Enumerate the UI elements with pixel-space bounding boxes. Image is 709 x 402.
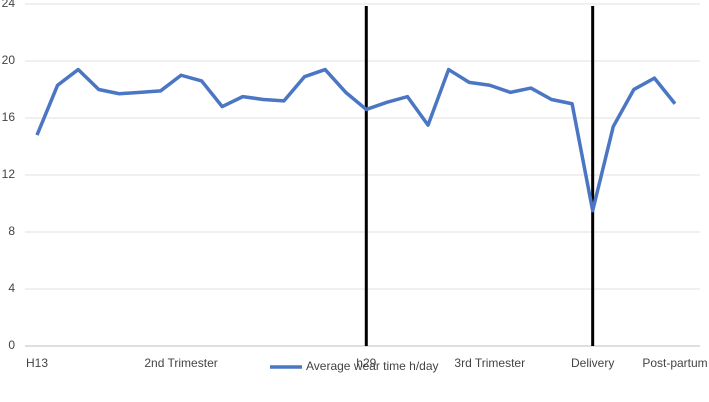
y-tick-label: 0 <box>8 338 15 352</box>
data-line <box>35 67 677 213</box>
x-tick-label: Delivery <box>571 356 614 370</box>
x-tick-label: h29 <box>356 356 376 370</box>
y-tick-label: 16 <box>2 110 16 124</box>
y-tick-label: 12 <box>2 167 16 181</box>
x-tick-label: 2nd Trimester <box>144 356 217 370</box>
legend-label: Average wear time h/day <box>306 359 439 373</box>
y-tick-label: 8 <box>8 224 15 238</box>
y-tick-label: 20 <box>2 53 16 67</box>
y-tick-label: 24 <box>2 0 16 10</box>
y-tick-label: 4 <box>8 281 15 295</box>
x-tick-label: H13 <box>26 356 48 370</box>
x-tick-label: Post-partum <box>642 356 707 370</box>
x-tick-label: 3rd Trimester <box>454 356 525 370</box>
